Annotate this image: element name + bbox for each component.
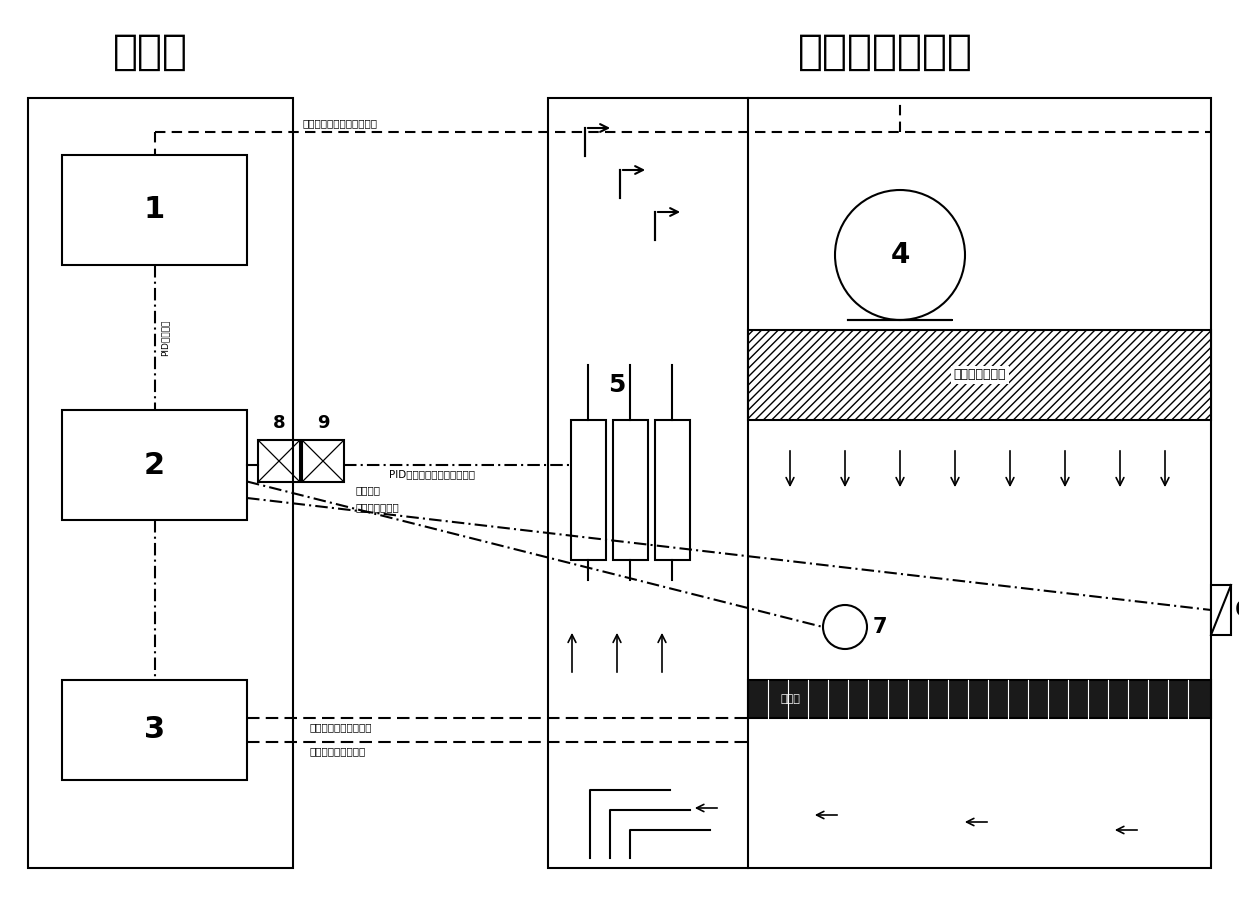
Bar [28, 98, 292, 868]
Text: 风速检测: 风速检测 [356, 486, 380, 496]
Text: 3: 3 [144, 715, 165, 744]
Bar [748, 680, 1211, 718]
Bar [62, 410, 247, 520]
Text: 多截面温度检测: 多截面温度检测 [356, 502, 399, 512]
Text: 9: 9 [317, 414, 330, 432]
Bar [1211, 585, 1232, 635]
Text: PID调节控制: PID调节控制 [161, 319, 170, 356]
Bar [748, 330, 1211, 420]
Text: 隧道烘箱加热段: 隧道烘箱加热段 [798, 31, 973, 73]
Text: 8: 8 [273, 414, 285, 432]
Text: 2: 2 [144, 450, 165, 480]
Text: 6: 6 [1235, 600, 1239, 620]
Text: PID调节控制加热电流、频率: PID调节控制加热电流、频率 [389, 469, 475, 479]
Text: 失磁量控制风帽的运行频率: 失磁量控制风帽的运行频率 [302, 118, 378, 128]
Text: 4: 4 [891, 241, 909, 269]
Text: 电控箱: 电控箱 [113, 31, 187, 73]
Bar [570, 420, 606, 560]
Bar [258, 440, 300, 482]
Text: 5: 5 [608, 373, 626, 397]
Text: 7: 7 [873, 617, 887, 637]
Bar [302, 440, 344, 482]
Bar [654, 420, 689, 560]
Text: 履包机: 履包机 [781, 694, 800, 704]
Bar [62, 680, 247, 780]
Text: 风机运行控制频率设定: 风机运行控制频率设定 [310, 722, 373, 732]
Bar [62, 155, 247, 265]
Text: 加热区截面温度设定: 加热区截面温度设定 [310, 746, 367, 756]
Bar [548, 98, 1211, 868]
Text: 1: 1 [144, 196, 165, 225]
Bar [612, 420, 648, 560]
Text: 高密青炭过滤器: 高密青炭过滤器 [953, 369, 1006, 381]
